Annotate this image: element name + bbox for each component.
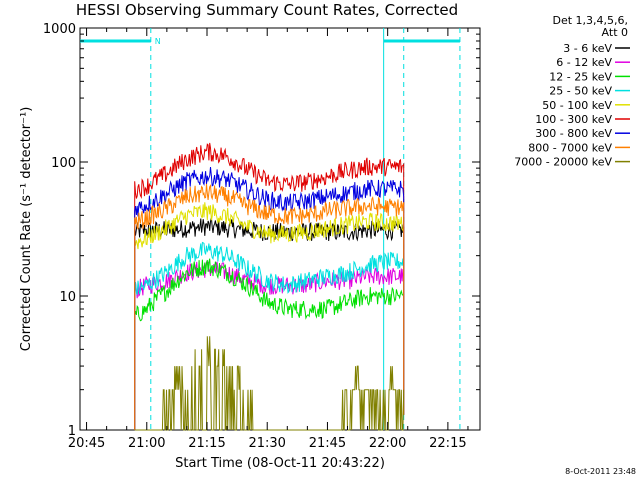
series-line bbox=[134, 336, 405, 431]
axes: 20:45 21:00 21:15 21:30 21:45 22:00 22:15 1 10 10… bbox=[43, 22, 480, 451]
x-tick-label: 21:45 bbox=[309, 436, 346, 451]
x-tick-label: 21:15 bbox=[188, 436, 225, 451]
y-tick-label: 10 bbox=[59, 290, 76, 305]
series-layer bbox=[134, 142, 405, 431]
chart-title: HESSI Observing Summary Count Rates, Cor… bbox=[76, 1, 458, 19]
x-tick-label: 20:45 bbox=[68, 436, 105, 451]
legend-header-line-2: Att 0 bbox=[602, 26, 628, 39]
series-line bbox=[134, 142, 405, 430]
x-axis-label: Start Time (08-Oct-11 20:43:22) bbox=[175, 456, 385, 471]
series-line bbox=[134, 217, 405, 430]
y-tick-label: 1 bbox=[68, 424, 76, 439]
series-line bbox=[134, 202, 405, 430]
legend-entry-label: 800 - 7000 keV bbox=[528, 141, 612, 154]
y-tick-label: 100 bbox=[51, 156, 76, 171]
x-tick-label: 21:00 bbox=[128, 436, 165, 451]
night-marker-label: N bbox=[155, 37, 161, 46]
series-line bbox=[134, 241, 405, 430]
x-tick-label: 22:00 bbox=[369, 436, 406, 451]
legend-entry-label: 6 - 12 keV bbox=[556, 56, 612, 69]
y-tick-label: 1000 bbox=[43, 22, 76, 37]
series-line bbox=[134, 258, 405, 430]
legend-header-line-1: Det 1,3,4,5,6, bbox=[552, 14, 628, 27]
legend-entry-label: 7000 - 20000 keV bbox=[514, 156, 612, 169]
footer-date: 8-Oct-2011 23:48 bbox=[565, 467, 636, 476]
legend-entry-label: 300 - 800 keV bbox=[535, 127, 612, 140]
y-axis-label: Corrected Count Rate (s⁻¹ detector⁻¹) bbox=[19, 107, 34, 352]
x-tick-label: 22:15 bbox=[429, 436, 466, 451]
legend-entry-label: 12 - 25 keV bbox=[549, 70, 612, 83]
legend-entry-label: 25 - 50 keV bbox=[549, 85, 612, 98]
legend-entry-label: 3 - 6 keV bbox=[563, 42, 612, 55]
legend-entry-label: 100 - 300 keV bbox=[535, 113, 612, 126]
series-line bbox=[134, 183, 405, 430]
x-tick-label: 21:30 bbox=[248, 436, 285, 451]
legend-entry-label: 50 - 100 keV bbox=[542, 99, 612, 112]
